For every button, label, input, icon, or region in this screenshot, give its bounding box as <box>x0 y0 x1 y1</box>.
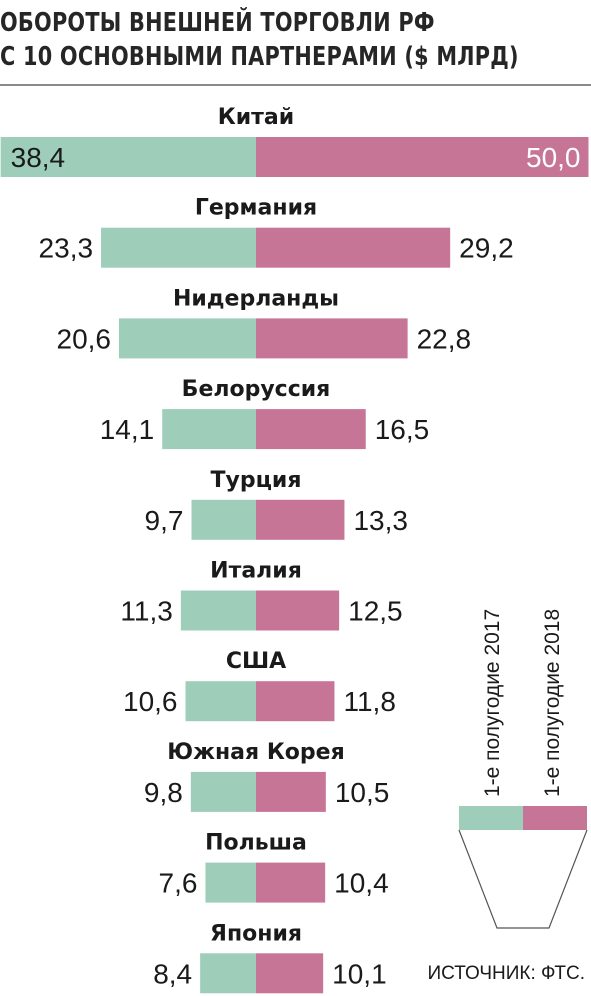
title-divider <box>0 84 591 86</box>
legend-funnel <box>458 829 588 929</box>
category-label: Италия <box>210 559 302 584</box>
value-label-2018: 13,3 <box>353 505 408 536</box>
bar-2018 <box>256 318 408 359</box>
bar-2018 <box>256 409 366 450</box>
bar-2018 <box>256 771 326 812</box>
bar-2018 <box>256 590 340 631</box>
bar-2017 <box>162 409 256 450</box>
value-label-2017: 9,7 <box>145 505 184 536</box>
value-label-2017: 38,4 <box>11 142 66 173</box>
category-label: Китай <box>218 105 294 130</box>
category-label: Южная Корея <box>167 740 344 765</box>
chart-title: ОБОРОТЫ ВНЕШНЕЙ ТОРГОВЛИ РФ С 10 ОСНОВНЫ… <box>0 6 519 74</box>
value-label-2018: 29,2 <box>459 233 514 264</box>
value-label-2018: 22,8 <box>417 323 472 354</box>
value-label-2017: 14,1 <box>100 414 155 445</box>
legend-label-2017: 1-е полугодие 2017 <box>481 608 504 797</box>
bar-2017 <box>200 953 256 994</box>
category-label: Германия <box>195 196 317 221</box>
value-label-2017: 9,8 <box>144 777 183 808</box>
legend-swatch-2018 <box>523 806 587 830</box>
value-label-2018: 50,0 <box>526 142 581 173</box>
value-label-2018: 16,5 <box>375 414 430 445</box>
bar-2017 <box>101 227 257 268</box>
category-label: Белоруссия <box>182 377 331 402</box>
value-label-2017: 10,6 <box>123 686 178 717</box>
category-label: Турция <box>211 468 302 493</box>
value-label-2018: 10,4 <box>334 868 389 899</box>
value-label-2017: 20,6 <box>57 323 112 354</box>
chart-title-line2: С 10 ОСНОВНЫМИ ПАРТНЕРАМИ ($ МЛРД) <box>0 42 519 72</box>
bar-2018 <box>256 499 345 540</box>
category-label: Япония <box>210 921 302 946</box>
bar-2017 <box>190 771 256 812</box>
bar-2017 <box>180 590 256 631</box>
bar-2018 <box>256 862 326 903</box>
category-label: США <box>226 649 286 674</box>
chart-title-line1: ОБОРОТЫ ВНЕШНЕЙ ТОРГОВЛИ РФ <box>0 8 435 38</box>
legend-swatch-2017 <box>459 806 523 830</box>
value-label-2018: 12,5 <box>348 596 403 627</box>
value-label-2018: 11,8 <box>343 686 395 717</box>
bar-2017 <box>185 681 256 722</box>
value-label-2018: 10,5 <box>335 777 390 808</box>
bar-2017 <box>205 862 256 903</box>
value-label-2017: 23,3 <box>39 233 94 264</box>
source-note: ИСТОЧНИК: ФТС. <box>427 963 585 984</box>
category-label: Нидерланды <box>173 286 339 311</box>
bar-2017 <box>191 499 256 540</box>
value-label-2018: 10,1 <box>332 958 387 989</box>
value-label-2017: 7,6 <box>159 868 198 899</box>
bar-2018 <box>256 953 324 994</box>
bar-2018 <box>256 227 451 268</box>
value-label-2017: 11,3 <box>120 596 172 627</box>
bar-2018 <box>256 137 589 177</box>
category-label: Польша <box>205 831 307 856</box>
bar-2017 <box>119 318 256 359</box>
value-label-2017: 8,4 <box>153 958 192 989</box>
bar-2018 <box>256 681 335 722</box>
legend-label-2018: 1-е полугодие 2018 <box>541 608 564 797</box>
bar-2017 <box>0 137 257 177</box>
